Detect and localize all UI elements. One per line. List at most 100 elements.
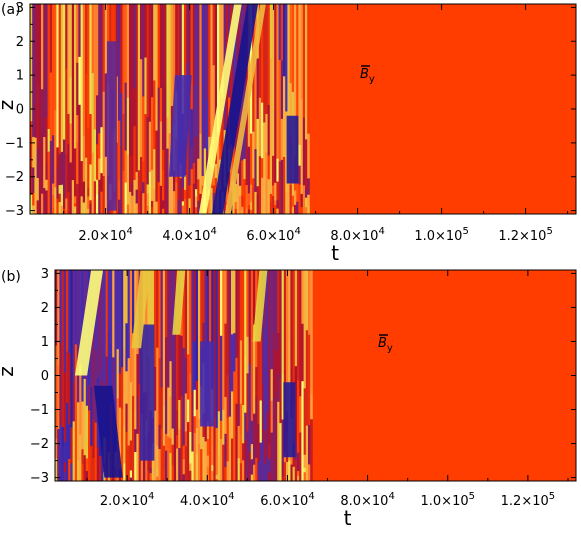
heatmap-cell <box>193 389 197 417</box>
heatmap-cell <box>188 140 191 186</box>
heatmap-cell <box>181 201 185 207</box>
heatmap-cell <box>98 158 101 181</box>
heatmap-cell <box>87 188 90 197</box>
heatmap-cell <box>303 454 307 469</box>
heatmap-cell <box>71 180 75 214</box>
heatmap-cell <box>179 178 183 205</box>
heatmap-cell <box>261 102 264 159</box>
heatmap-cell <box>211 270 214 390</box>
heatmap-cell <box>254 149 257 193</box>
heatmap-cell <box>190 146 194 170</box>
heatmap-cell <box>239 195 242 214</box>
heatmap-cell <box>308 456 311 465</box>
heatmap-cell <box>155 168 158 203</box>
heatmap-cell <box>193 270 197 342</box>
heatmap-cell <box>188 4 191 99</box>
panel-label: (b) <box>1 269 21 285</box>
x-tick-label: 1.2×105 <box>501 491 555 509</box>
field-structure <box>286 115 299 184</box>
heatmap-cell <box>276 200 279 210</box>
heatmap-cell <box>170 176 174 201</box>
heatmap-cell <box>201 4 205 133</box>
heatmap-cell <box>85 471 89 481</box>
heatmap-cell <box>121 270 124 368</box>
heatmap-cell <box>76 142 79 185</box>
heatmap-cell <box>156 347 159 447</box>
heatmap-cell <box>138 448 142 481</box>
heatmap-cell <box>201 132 205 177</box>
heatmap-cell <box>96 270 100 379</box>
heatmap-cell <box>38 61 42 119</box>
heatmap-cell <box>250 184 253 203</box>
heatmap-cell <box>264 463 267 481</box>
heatmap-cell <box>88 385 91 411</box>
heatmap-cell <box>56 166 59 199</box>
heatmap-cell <box>125 371 128 405</box>
y-tick-label: −1 <box>5 136 24 151</box>
heatmap-cell <box>134 452 137 481</box>
heatmap-cell <box>129 156 132 193</box>
heatmap-cell <box>83 455 87 481</box>
heatmap-cell <box>283 452 287 463</box>
heatmap-cell <box>80 4 84 162</box>
heatmap-cell <box>72 382 76 422</box>
heatmap-cell <box>142 193 145 214</box>
heatmap-cell <box>59 342 62 426</box>
heatmap-cell <box>243 114 246 160</box>
heatmap-cell <box>168 159 172 214</box>
heatmap-cell <box>239 185 242 197</box>
heatmap-cell <box>215 427 219 459</box>
heatmap-cell <box>217 411 221 445</box>
heatmap-cell <box>70 270 73 428</box>
heatmap-cell <box>239 340 243 405</box>
heatmap-cell <box>287 4 290 134</box>
turbulent-region <box>30 4 310 214</box>
heatmap-cell <box>82 4 86 137</box>
heatmap-cell <box>58 185 62 195</box>
heatmap-cell <box>268 444 271 460</box>
heatmap-cell <box>181 205 185 214</box>
heatmap-cell <box>177 199 180 214</box>
heatmap-cell <box>213 417 216 481</box>
heatmap-cell <box>181 4 185 115</box>
heatmap-cell <box>105 270 109 358</box>
heatmap-cell <box>280 4 284 61</box>
heatmap-cell <box>274 182 277 201</box>
heatmap-cell <box>52 195 55 209</box>
heatmap-cell <box>87 208 90 214</box>
heatmap-cell <box>267 104 271 156</box>
heatmap-cell <box>278 60 282 162</box>
heatmap-cell <box>47 151 51 214</box>
heatmap-cell <box>45 162 48 181</box>
heatmap-cell <box>137 78 141 171</box>
heatmap-cell <box>217 443 221 456</box>
heatmap-cell <box>232 180 235 214</box>
heatmap-cell <box>246 336 249 374</box>
heatmap-cell <box>112 270 115 358</box>
heatmap-cell <box>78 4 81 58</box>
heatmap-cell <box>175 182 178 214</box>
heatmap-cell <box>173 4 176 126</box>
field-structure <box>211 4 259 214</box>
heatmap-cell <box>162 200 165 210</box>
heatmap-cell <box>237 458 241 481</box>
heatmap-cell <box>292 270 296 407</box>
heatmap-cell <box>246 431 249 454</box>
heatmap-cell <box>120 4 123 94</box>
heatmap-cell <box>156 476 159 481</box>
heatmap-cell <box>268 472 271 481</box>
heatmap-cell <box>115 4 119 77</box>
heatmap-cell <box>59 425 62 450</box>
heatmap-cell <box>250 420 254 445</box>
heatmap-cell <box>81 463 84 481</box>
field-structure <box>224 4 266 214</box>
heatmap-field <box>55 270 576 481</box>
heatmap-cell <box>87 196 90 210</box>
heatmap-cell <box>83 378 87 456</box>
field-structure <box>131 270 150 349</box>
heatmap-cell <box>212 185 216 194</box>
heatmap-cell <box>197 158 200 180</box>
heatmap-cell <box>99 270 102 373</box>
heatmap-cell <box>245 208 249 214</box>
heatmap-cell <box>176 448 179 481</box>
